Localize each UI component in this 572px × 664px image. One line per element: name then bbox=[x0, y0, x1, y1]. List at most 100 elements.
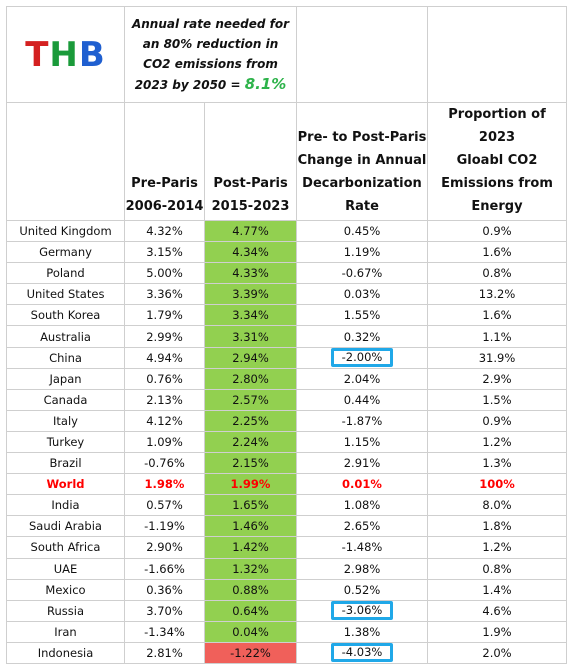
energy-share-cell: 31.9% bbox=[427, 346, 567, 369]
country-cell: Indonesia bbox=[6, 641, 125, 664]
header-row: Pre-Paris 2006-2014 Post-Paris 2015-2023 P… bbox=[6, 102, 567, 221]
table-row: Italy 4.12% 2.25% -1.87% 0.9% bbox=[6, 409, 567, 432]
change-header: Pre- to Post-Paris Change in Annual Decarb… bbox=[296, 102, 428, 221]
energy-share-cell-value: 1.9% bbox=[482, 624, 512, 639]
country-cell-value: Germany bbox=[39, 245, 92, 260]
energy-share-cell: 1.8% bbox=[427, 515, 567, 538]
post-paris-cell-value: 3.31% bbox=[232, 329, 269, 344]
energy-share-cell-value: 1.6% bbox=[482, 308, 512, 323]
post-paris-cell-value: 2.94% bbox=[232, 350, 269, 365]
pre-paris-cell-value: -0.76% bbox=[144, 456, 185, 471]
change-cell: -4.03% bbox=[296, 641, 428, 664]
change-cell-value: 1.38% bbox=[343, 624, 381, 639]
pre-paris-cell-value: -1.34% bbox=[144, 624, 185, 639]
change-cell: 1.38% bbox=[296, 620, 428, 643]
post-paris-cell-value: 1.42% bbox=[232, 540, 269, 555]
energy-share-cell-value: 1.3% bbox=[482, 456, 512, 471]
post-paris-cell: 4.34% bbox=[204, 241, 297, 264]
country-cell-value: Iran bbox=[54, 624, 77, 639]
table-row: Saudi Arabia -1.19% 1.46% 2.65% 1.8% bbox=[6, 515, 567, 538]
post-paris-cell-value: 2.15% bbox=[232, 456, 269, 471]
pre-paris-cell-value: 1.09% bbox=[146, 434, 183, 449]
pre-paris-cell-value: -1.66% bbox=[144, 561, 185, 576]
table-row: Indonesia 2.81% -1.22% -4.03% 2.0% bbox=[6, 641, 567, 664]
post-paris-cell: 2.15% bbox=[204, 452, 297, 475]
pre-paris-cell-value: -1.19% bbox=[144, 519, 185, 534]
logo-letter-t: T bbox=[25, 34, 50, 75]
highlighted-change-value: -3.06% bbox=[330, 601, 394, 621]
energy-share-cell-value: 1.6% bbox=[482, 245, 512, 260]
table-row: Canada 2.13% 2.57% 0.44% 1.5% bbox=[6, 388, 567, 411]
pre-paris-cell-value: 4.32% bbox=[146, 224, 183, 239]
post-paris-cell: 2.80% bbox=[204, 367, 297, 390]
pre-paris-cell-value: 0.57% bbox=[146, 498, 183, 513]
energy-share-cell-value: 0.8% bbox=[482, 561, 512, 576]
pre-paris-header: Pre-Paris 2006-2014 bbox=[124, 102, 205, 221]
pre-paris-cell: 4.12% bbox=[124, 409, 205, 432]
change-cell-value: -0.67% bbox=[341, 266, 383, 281]
post-paris-cell: 3.34% bbox=[204, 304, 297, 327]
pre-paris-cell: 1.79% bbox=[124, 304, 205, 327]
energy-share-cell-value: 8.0% bbox=[482, 498, 512, 513]
world-row: World 1.98% 1.99% 0.01% 100% bbox=[6, 473, 567, 496]
post-paris-cell-value: 0.04% bbox=[232, 624, 269, 639]
country-cell-value: South Africa bbox=[30, 540, 101, 555]
pre-paris-cell-value: 2.90% bbox=[146, 540, 183, 555]
country-cell: Germany bbox=[6, 241, 125, 264]
post-paris-cell-value: 4.77% bbox=[232, 224, 269, 239]
post-paris-cell: 2.94% bbox=[204, 346, 297, 369]
energy-share-cell: 1.6% bbox=[427, 304, 567, 327]
post-paris-cell-value: 3.39% bbox=[232, 287, 269, 302]
change-cell-value: 2.65% bbox=[343, 519, 381, 534]
country-cell-value: Indonesia bbox=[37, 645, 94, 660]
post-paris-cell: -1.22% bbox=[204, 641, 297, 664]
change-cell: 0.03% bbox=[296, 283, 428, 306]
pre-paris-cell: 3.15% bbox=[124, 241, 205, 264]
table-row: UAE -1.66% 1.32% 2.98% 0.8% bbox=[6, 557, 567, 580]
change-cell: -3.06% bbox=[296, 599, 428, 622]
table-row: Iran -1.34% 0.04% 1.38% 1.9% bbox=[6, 620, 567, 643]
country-cell-value: Saudi Arabia bbox=[29, 519, 102, 534]
change-cell: 1.55% bbox=[296, 304, 428, 327]
post-paris-cell: 0.04% bbox=[204, 620, 297, 643]
country-cell: Iran bbox=[6, 620, 125, 643]
pre-paris-cell-value: 2.99% bbox=[146, 329, 183, 344]
change-cell-value: 2.98% bbox=[343, 561, 381, 576]
energy-share-cell-value: 2.9% bbox=[482, 371, 512, 386]
energy-share-cell: 1.9% bbox=[427, 620, 567, 643]
change-cell-value: 1.55% bbox=[343, 308, 381, 323]
post-paris-cell-value: 1.99% bbox=[230, 477, 271, 492]
energy-share-cell-value: 0.9% bbox=[482, 224, 512, 239]
pre-paris-cell: -1.66% bbox=[124, 557, 205, 580]
country-cell: Mexico bbox=[6, 578, 125, 601]
energy-share-cell: 0.9% bbox=[427, 409, 567, 432]
post-paris-cell: 2.57% bbox=[204, 388, 297, 411]
pre-paris-cell: 3.70% bbox=[124, 599, 205, 622]
post-paris-cell-value: 1.32% bbox=[232, 561, 269, 576]
change-cell: 2.91% bbox=[296, 452, 428, 475]
post-paris-cell: 0.88% bbox=[204, 578, 297, 601]
country-cell-value: India bbox=[51, 498, 80, 513]
change-cell: -0.67% bbox=[296, 262, 428, 285]
country-cell: United States bbox=[6, 283, 125, 306]
country-cell-value: Italy bbox=[53, 413, 78, 428]
change-cell-value: 0.01% bbox=[342, 477, 382, 492]
pre-paris-cell-value: 4.12% bbox=[146, 413, 183, 428]
country-cell: Japan bbox=[6, 367, 125, 390]
change-cell: 0.45% bbox=[296, 219, 428, 243]
country-header bbox=[6, 102, 125, 221]
change-cell-value: 1.19% bbox=[343, 245, 381, 260]
energy-share-cell-value: 13.2% bbox=[478, 287, 516, 302]
target-rate-text: Annual rate needed for an 80% reduction … bbox=[131, 17, 290, 92]
target-rate-value: 8.1% bbox=[244, 75, 287, 93]
energy-share-header: Proportion of 2023 Gloabl CO2 Emissions fr… bbox=[427, 102, 567, 221]
energy-share-cell-value: 1.5% bbox=[482, 392, 512, 407]
change-cell: 2.65% bbox=[296, 515, 428, 538]
pre-paris-cell: 1.09% bbox=[124, 430, 205, 454]
pre-paris-cell-value: 1.98% bbox=[144, 477, 185, 492]
country-cell: Saudi Arabia bbox=[6, 515, 125, 538]
table-row: Mexico 0.36% 0.88% 0.52% 1.4% bbox=[6, 578, 567, 601]
country-cell: South Korea bbox=[6, 304, 125, 327]
country-cell-value: UAE bbox=[53, 561, 78, 576]
country-cell: Canada bbox=[6, 388, 125, 411]
